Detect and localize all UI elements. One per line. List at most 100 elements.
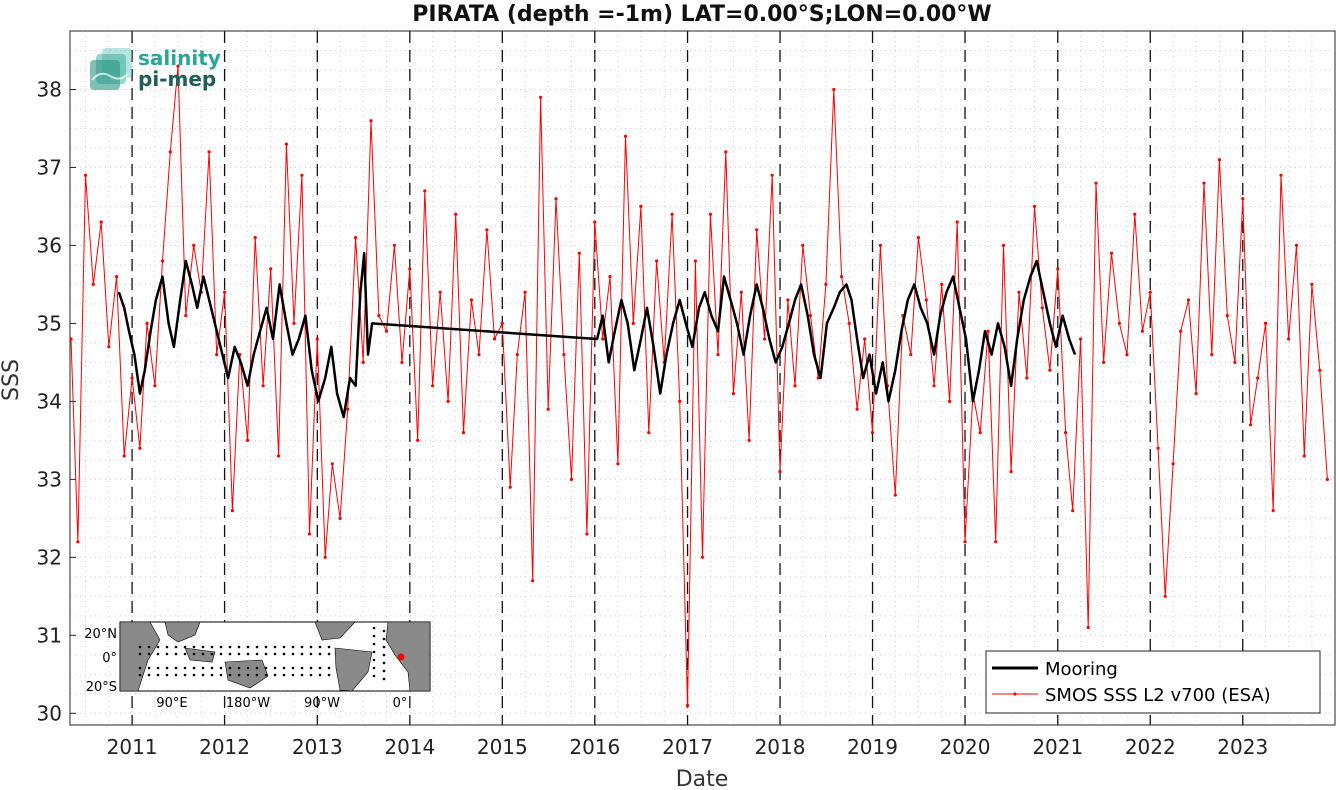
station-dot bbox=[300, 666, 304, 670]
station-dot bbox=[237, 673, 241, 677]
series-smos-point bbox=[292, 321, 296, 325]
station-dot bbox=[372, 666, 376, 670]
series-smos-point bbox=[1241, 197, 1245, 201]
station-dot bbox=[165, 652, 169, 656]
series-smos-point bbox=[909, 353, 913, 357]
series-smos-point bbox=[76, 540, 80, 544]
station-dot bbox=[210, 652, 214, 656]
series-smos-point bbox=[1271, 509, 1275, 513]
series-smos-point bbox=[1086, 625, 1090, 630]
station-dot bbox=[372, 658, 376, 662]
station-dot bbox=[237, 652, 241, 656]
series-smos-point bbox=[338, 516, 342, 521]
series-smos-point bbox=[1001, 243, 1006, 247]
series-smos-point bbox=[832, 87, 836, 92]
inset-lon-90e: 90°E bbox=[156, 696, 187, 711]
y-tick-label: 35 bbox=[37, 311, 62, 335]
series-smos-point bbox=[924, 298, 928, 302]
station-dot bbox=[210, 645, 214, 649]
series-smos-point bbox=[724, 150, 728, 154]
series-smos-point bbox=[623, 134, 628, 138]
series-smos-point bbox=[808, 314, 813, 318]
selected-station-marker bbox=[397, 653, 405, 661]
series-smos-point bbox=[1048, 368, 1052, 372]
x-tick-label: 2012 bbox=[199, 735, 250, 759]
series-smos-point bbox=[716, 353, 720, 357]
station-dot bbox=[210, 666, 214, 670]
series-smos-point bbox=[1194, 392, 1198, 396]
station-dot bbox=[291, 652, 295, 656]
series-smos-point bbox=[423, 189, 427, 193]
series-smos-point bbox=[916, 236, 921, 240]
series-smos-point bbox=[1287, 337, 1291, 341]
station-dot bbox=[273, 666, 277, 670]
series-smos-point bbox=[253, 236, 257, 240]
logo-line2: pi-mep bbox=[138, 67, 216, 91]
x-axis-label: Date bbox=[676, 767, 729, 790]
inset-lat-20s: 20°S bbox=[86, 680, 117, 695]
series-smos-point bbox=[870, 431, 875, 435]
station-dot bbox=[273, 673, 277, 677]
series-smos-point bbox=[223, 290, 227, 294]
legend-label-mooring: Mooring bbox=[1045, 659, 1118, 680]
series-smos-point bbox=[670, 212, 674, 216]
station-dot bbox=[264, 652, 268, 656]
series-smos-point bbox=[523, 290, 527, 294]
series-smos-point bbox=[115, 275, 119, 279]
series-smos-point bbox=[207, 150, 211, 154]
station-dot bbox=[156, 652, 160, 656]
series-smos-point bbox=[83, 173, 88, 177]
station-dot bbox=[156, 673, 160, 677]
station-dot bbox=[382, 629, 386, 633]
series-smos-point bbox=[192, 243, 196, 247]
station-dot bbox=[282, 673, 286, 677]
series-smos-point bbox=[1210, 353, 1214, 357]
station-dot bbox=[273, 645, 277, 649]
series-smos-point bbox=[277, 454, 281, 458]
station-dot bbox=[174, 666, 178, 670]
series-smos-point bbox=[639, 204, 643, 208]
series-smos-point bbox=[1294, 243, 1299, 247]
x-tick-label: 2017 bbox=[662, 735, 713, 759]
series-smos-point bbox=[1225, 314, 1229, 318]
series-smos-point bbox=[763, 337, 767, 341]
station-dot bbox=[183, 645, 187, 649]
series-mooring-line bbox=[117, 251, 1077, 419]
y-tick-label: 38 bbox=[37, 77, 62, 101]
series-smos-point bbox=[69, 337, 73, 341]
station-dot bbox=[309, 652, 313, 656]
station-dot bbox=[165, 666, 169, 670]
series-smos-point bbox=[608, 275, 612, 279]
station-dot bbox=[382, 653, 386, 657]
series-smos-point bbox=[246, 438, 250, 442]
series-smos-point bbox=[307, 532, 312, 536]
series-smos-point bbox=[1102, 360, 1106, 364]
series-smos-point bbox=[1156, 446, 1160, 450]
series-smos-point bbox=[300, 173, 304, 177]
series-smos-point bbox=[1249, 423, 1253, 427]
series-smos-point bbox=[840, 275, 844, 279]
station-dot bbox=[147, 652, 151, 656]
station-dot bbox=[228, 673, 232, 677]
plot-frame bbox=[69, 30, 1336, 726]
series-smos-point bbox=[539, 95, 543, 99]
series-smos-point bbox=[91, 282, 95, 286]
year-boundary-lines bbox=[131, 31, 1244, 725]
series-smos-point bbox=[708, 212, 713, 216]
series-smos-point bbox=[770, 173, 774, 177]
series-smos-point bbox=[315, 337, 319, 341]
legend-marker-smos bbox=[1013, 692, 1017, 696]
series-smos-point bbox=[230, 509, 234, 513]
legend: Mooring SMOS SSS L2 v700 (ESA) bbox=[985, 650, 1321, 714]
station-dot bbox=[246, 645, 250, 649]
series-smos-point bbox=[215, 353, 219, 357]
series-smos-point bbox=[940, 282, 944, 286]
logo-line1: salinity bbox=[138, 46, 221, 70]
series-smos-point bbox=[1040, 306, 1044, 310]
station-dot bbox=[174, 645, 178, 649]
station-dot bbox=[327, 645, 331, 649]
station-dot bbox=[372, 642, 376, 646]
series-smos-point bbox=[438, 290, 442, 294]
series-smos-point bbox=[739, 290, 743, 294]
